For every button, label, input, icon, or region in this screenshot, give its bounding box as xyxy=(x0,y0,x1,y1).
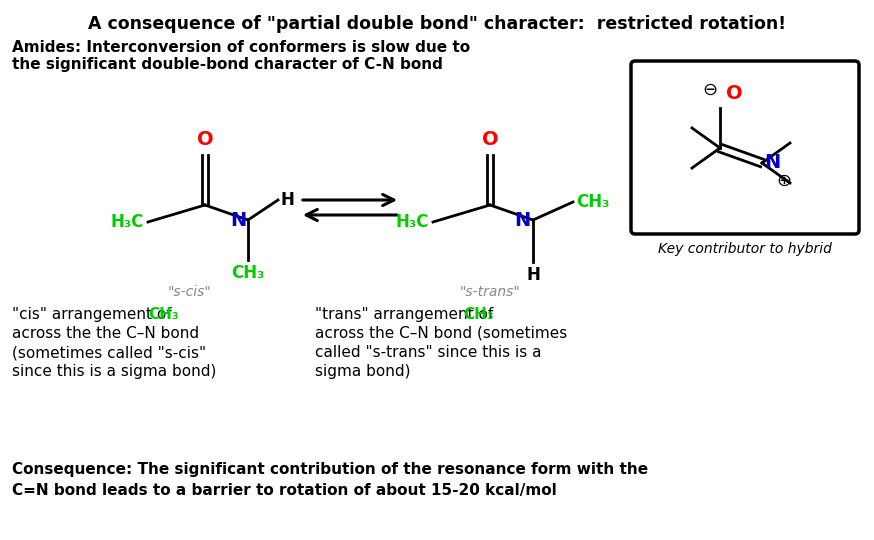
Text: H₃C: H₃C xyxy=(111,213,144,231)
Text: O: O xyxy=(482,130,498,149)
Text: A consequence of "partial double bond" character:  restricted rotation!: A consequence of "partial double bond" c… xyxy=(88,15,786,33)
Text: the significant double-bond character of C-N bond: the significant double-bond character of… xyxy=(12,57,443,72)
Text: CH₃: CH₃ xyxy=(463,307,494,322)
Text: "s-trans": "s-trans" xyxy=(460,285,520,299)
Text: Amides: Interconversion of conformers is slow due to: Amides: Interconversion of conformers is… xyxy=(12,40,470,55)
Text: CH₃: CH₃ xyxy=(576,193,609,211)
Text: ⊖: ⊖ xyxy=(703,81,718,99)
Text: N: N xyxy=(764,153,780,172)
Text: CH₃: CH₃ xyxy=(148,307,178,322)
Text: H₃C: H₃C xyxy=(396,213,429,231)
Text: since this is a sigma bond): since this is a sigma bond) xyxy=(12,364,217,379)
Text: ⊕: ⊕ xyxy=(776,172,792,190)
Text: sigma bond): sigma bond) xyxy=(315,364,411,379)
Text: CH₃: CH₃ xyxy=(232,264,265,282)
Text: N: N xyxy=(515,211,531,229)
Text: N: N xyxy=(230,211,246,229)
Text: O: O xyxy=(197,130,213,149)
Text: "trans" arrangement of: "trans" arrangement of xyxy=(315,307,498,322)
Text: "cis" arrangement of: "cis" arrangement of xyxy=(12,307,177,322)
Text: across the C–N bond (sometimes: across the C–N bond (sometimes xyxy=(315,326,567,341)
FancyBboxPatch shape xyxy=(631,61,859,234)
Text: H: H xyxy=(281,191,295,209)
Text: (sometimes called "s-cis": (sometimes called "s-cis" xyxy=(12,345,206,360)
Text: across the the C–N bond: across the the C–N bond xyxy=(12,326,199,341)
Text: Consequence: The significant contribution of the resonance form with the: Consequence: The significant contributio… xyxy=(12,462,649,477)
Text: Key contributor to hybrid: Key contributor to hybrid xyxy=(658,242,832,256)
Text: O: O xyxy=(726,84,743,103)
Text: C=N bond leads to a barrier to rotation of about 15-20 kcal/mol: C=N bond leads to a barrier to rotation … xyxy=(12,483,557,498)
Text: called "s-trans" since this is a: called "s-trans" since this is a xyxy=(315,345,542,360)
Text: H: H xyxy=(526,266,540,284)
Text: "s-cis": "s-cis" xyxy=(168,285,212,299)
